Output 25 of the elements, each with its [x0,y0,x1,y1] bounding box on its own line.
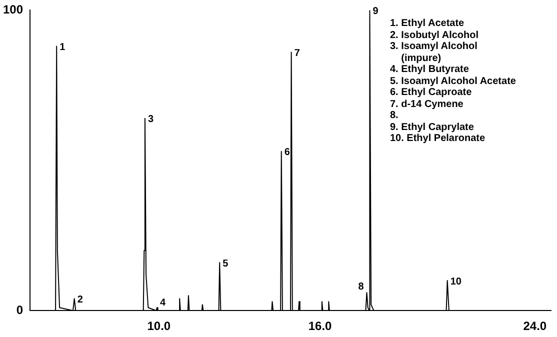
annotation: 7. d-14 Cymene [390,98,464,110]
x-tick-label: 16.0 [308,319,332,334]
y-tick-label: 0 [16,302,24,317]
annotation: 8. [390,110,400,122]
annotation: 9. Ethyl Caprylate [390,122,475,133]
annotation: 5. Isoamyl Alcohol Acetate [390,76,516,87]
annotation: 8 [358,281,364,292]
annotation: 2 [77,294,84,306]
annotation: 1. Ethyl Acetate [390,18,466,30]
x-tick-label: 24.0 [523,319,547,334]
annotation: 6. Ethyl Caproate [390,87,473,98]
annotation: 3. Isoamyl Alcohol (impure) [390,41,478,64]
y-tick-label: 100 [2,2,24,17]
annotation: 5 [222,258,229,270]
annotation: 6 [284,147,290,158]
annotation: 10 [450,276,462,288]
annotation: 2. Isobutyl Alcohol [390,30,480,41]
annotation: 10. Ethyl Pelaronate [390,133,486,144]
annotation: 3 [148,114,154,126]
annotation: 7 [294,48,300,60]
annotation: 4 [160,297,166,308]
annotation: 4. Ethyl Butyrate [390,64,470,76]
x-tick-label: 10.0 [147,319,171,334]
annotation: 1 [60,42,66,53]
annotation: 9 [372,6,379,17]
